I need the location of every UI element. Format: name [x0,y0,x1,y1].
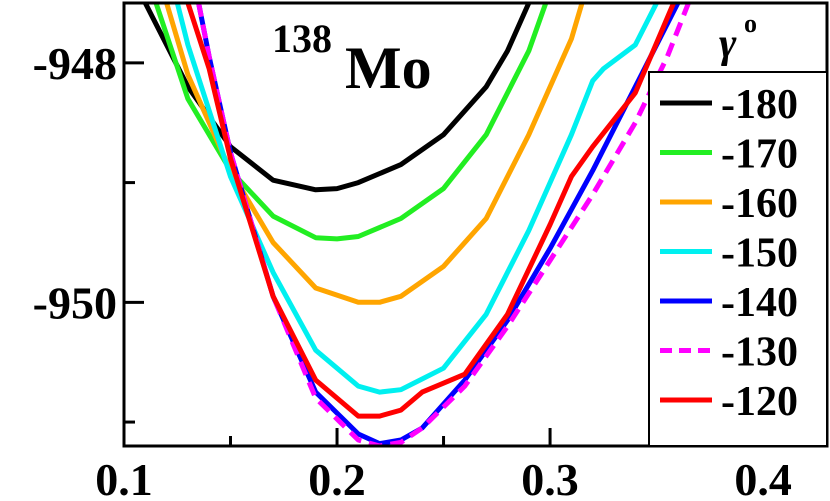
x-tick-label: 0.4 [734,454,792,501]
legend-title: γ [719,21,737,67]
legend-entry: -120 [660,379,798,425]
chart-title-mass: 138 [272,16,332,61]
series-layer [142,3,691,446]
y-tick-label: -950 [33,277,117,328]
legend-entry: -160 [660,181,798,227]
legend-label: -180 [721,82,798,128]
legend-entry: -170 [660,132,798,178]
y-tick-label: -948 [33,38,117,89]
legend-entry: -130 [660,330,798,376]
legend-label: -130 [721,330,798,376]
x-tick-label: 0.2 [308,454,366,501]
legend-entry: -140 [660,280,798,326]
legend-title-superscript: o [744,9,757,38]
x-tick-label: 0.3 [521,454,579,501]
legend: γ o -180-170-160-150-140-130-120 [648,9,828,447]
legend-box [648,71,828,447]
axis-ticks: 0.1 0.2 0.3 0.4 -948 -950 [33,38,792,501]
legend-entries: -180-170-160-150-140-130-120 [660,82,798,425]
x-tick-label: 0.1 [95,454,153,501]
legend-label: -120 [721,379,798,425]
legend-label: -150 [721,231,798,277]
legend-label: -160 [721,181,798,227]
series-line-minus-120 [185,3,677,419]
chart-title-element: Mo [345,35,432,101]
legend-label: -140 [721,280,798,326]
legend-label: -170 [721,132,798,178]
legend-entry: -150 [660,231,798,277]
legend-entry: -180 [660,82,798,128]
series-line-minus-130 [196,3,691,446]
